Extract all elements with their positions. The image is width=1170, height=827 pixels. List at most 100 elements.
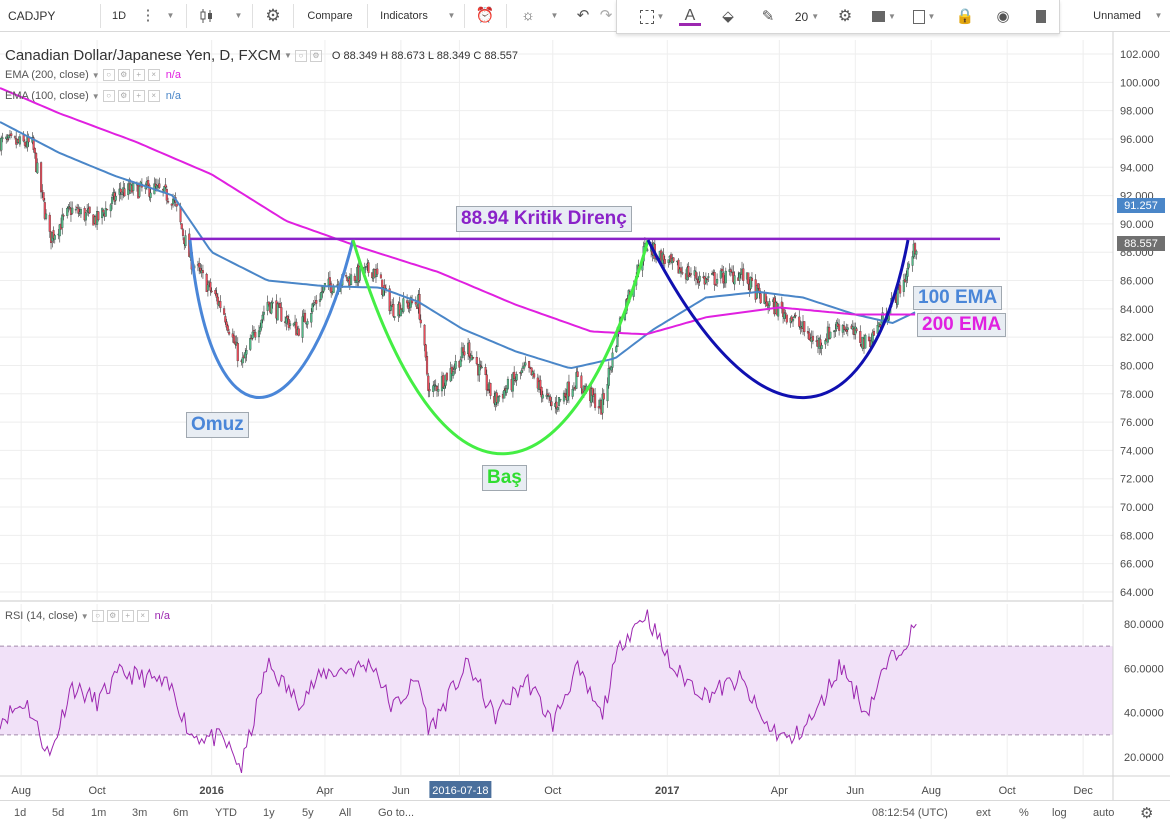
candle-body [158,183,161,188]
legend-dropdown-icon[interactable]: ▼ [284,51,292,60]
candle-body [123,188,126,197]
percent-toggle[interactable]: % [1019,801,1029,825]
interval-menu-icon[interactable]: ⋮ [140,7,156,24]
pencil-icon[interactable]: ✎ [761,8,775,25]
rsi-dropdown-icon[interactable]: ▼ [80,611,89,621]
candle-body [785,314,788,323]
range-button-all[interactable]: All [339,807,352,819]
indicators-dropdown-icon[interactable]: ▼ [447,11,456,20]
candle-body [489,383,492,396]
interval-label: 1D [111,9,127,22]
settings-gear-icon[interactable]: ⚙ [265,6,281,25]
price-chart[interactable]: 64.000 66.000 68.000 70.000 72.000 74.000 76.0… [0,32,1170,800]
ema100-add-icon[interactable]: + [132,90,145,102]
drawing-settings-gear-icon[interactable]: ⚙ [837,7,853,25]
time-scale[interactable]: Aug Oct 2016 Apr Jun 2016-07-18 Oct 2017 Apr Jun A… [11,781,1093,798]
compare-label: Compare [307,9,353,22]
clock-display[interactable]: 08:12:54 (UTC) [872,801,948,825]
time-tick-label: Aug [921,785,941,797]
layout-name-button[interactable]: Unnamed [1086,2,1148,29]
range-button-1y[interactable]: 1y [263,807,275,819]
ema200-label[interactable]: 200 EMA [917,313,1007,337]
log-toggle[interactable]: log [1052,801,1067,825]
interval-dropdown-icon[interactable]: ▼ [166,11,175,20]
rsi-settings-icon[interactable]: ⚙ [106,610,119,622]
omuz-curve[interactable] [188,239,355,399]
compare-button[interactable]: Compare [296,2,364,29]
candle-body [276,303,279,321]
layout-dropdown-icon[interactable]: ▼ [1154,11,1163,20]
font-size-dropdown[interactable]: 20 ▼ [794,9,820,24]
range-button-5d[interactable]: 5d [52,807,65,819]
range-button-ytd[interactable]: YTD [215,807,237,819]
indicators-button[interactable]: Indicators [370,2,438,29]
symbol-title: Canadian Dollar/Japanese Yen, D, FXCM [5,47,281,64]
range-button-1m[interactable]: 1m [91,807,107,819]
select-box-icon[interactable]: ▼ [637,3,667,30]
candle-body [722,272,725,284]
rsi-add-icon[interactable]: + [121,610,134,622]
candle-body [224,316,227,323]
undo-icon[interactable]: ↶ [576,7,590,24]
bas-label[interactable]: Baş [482,465,527,491]
candle-body [738,272,741,281]
range-button-5y[interactable]: 5y [302,807,314,819]
candle-body [74,209,77,211]
range-button-6m[interactable]: 6m [173,807,189,819]
ema100-dropdown-icon[interactable]: ▼ [91,91,100,101]
visual-order-icon[interactable]: ▼ [867,3,901,30]
candle-body [758,287,761,294]
candle-body [209,282,212,291]
candle-body [529,366,532,369]
redo-icon[interactable]: ↷ [599,7,613,24]
ema200-dropdown-icon[interactable]: ▼ [91,70,100,80]
rsi-eye-icon[interactable]: ○ [91,610,104,622]
lock-icon[interactable]: 🔒 [955,8,975,25]
goto-button[interactable]: Go to... [378,801,414,825]
legend-eye-icon[interactable]: ○ [294,49,307,62]
ema200-close-icon[interactable]: × [147,69,160,81]
legend-settings-icon[interactable]: ⚙ [309,49,322,62]
rsi-scale[interactable]: 20.0000 40.0000 60.0000 80.0000 [1124,619,1164,764]
range-button-3m[interactable]: 3m [132,807,148,819]
chart-type-dropdown-icon[interactable]: ▼ [234,11,243,20]
rsi-close-icon[interactable]: × [136,610,149,622]
ema200-eye-icon[interactable]: ○ [102,69,115,81]
fill-bucket-icon[interactable]: ⬙ [722,8,734,25]
clone-icon[interactable]: ▼ [907,3,941,30]
candle-body [13,136,16,138]
trash-icon[interactable] [1027,3,1055,30]
candles-icon[interactable] [192,2,222,29]
ideas-dropdown-icon[interactable]: ▼ [550,11,559,20]
ema100-label[interactable]: 100 EMA [913,286,1003,310]
bas-curve[interactable] [351,239,650,456]
ema100-eye-icon[interactable]: ○ [102,90,115,102]
price-scale[interactable]: 64.000 66.000 68.000 70.000 72.000 74.000 76.0… [1120,49,1160,599]
candle-body [524,362,527,366]
lightbulb-icon[interactable]: ☼ [521,7,535,24]
candle-body [68,207,71,209]
ema200-settings-icon[interactable]: ⚙ [117,69,130,81]
ema100-settings-icon[interactable]: ⚙ [117,90,130,102]
scale-settings-gear-icon[interactable]: ⚙ [1140,805,1154,822]
interval-button[interactable]: 1D [104,2,134,29]
candle-body [602,393,605,400]
candle-body [280,307,283,322]
omuz-label[interactable]: Omuz [186,412,249,438]
range-button-1d[interactable]: 1d [14,807,27,819]
ema200-add-icon[interactable]: + [132,69,145,81]
candle-body [798,316,801,327]
alert-clock-icon[interactable]: ⏰ [475,7,495,24]
eye-icon[interactable]: ◉ [996,8,1010,25]
cup-curve[interactable] [646,239,910,399]
rsi-value: n/a [154,610,170,622]
ema100-close-icon[interactable]: × [147,90,160,102]
candle-body [271,301,274,304]
candle-body [611,352,614,368]
resistance-label[interactable]: 88.94 Kritik Direnç [456,206,632,232]
auto-toggle[interactable]: auto [1093,801,1114,825]
ext-toggle[interactable]: ext [976,801,991,825]
symbol-search[interactable]: CADJPY [4,2,96,29]
text-color-icon[interactable]: A [675,3,705,30]
candle-body [576,371,579,377]
